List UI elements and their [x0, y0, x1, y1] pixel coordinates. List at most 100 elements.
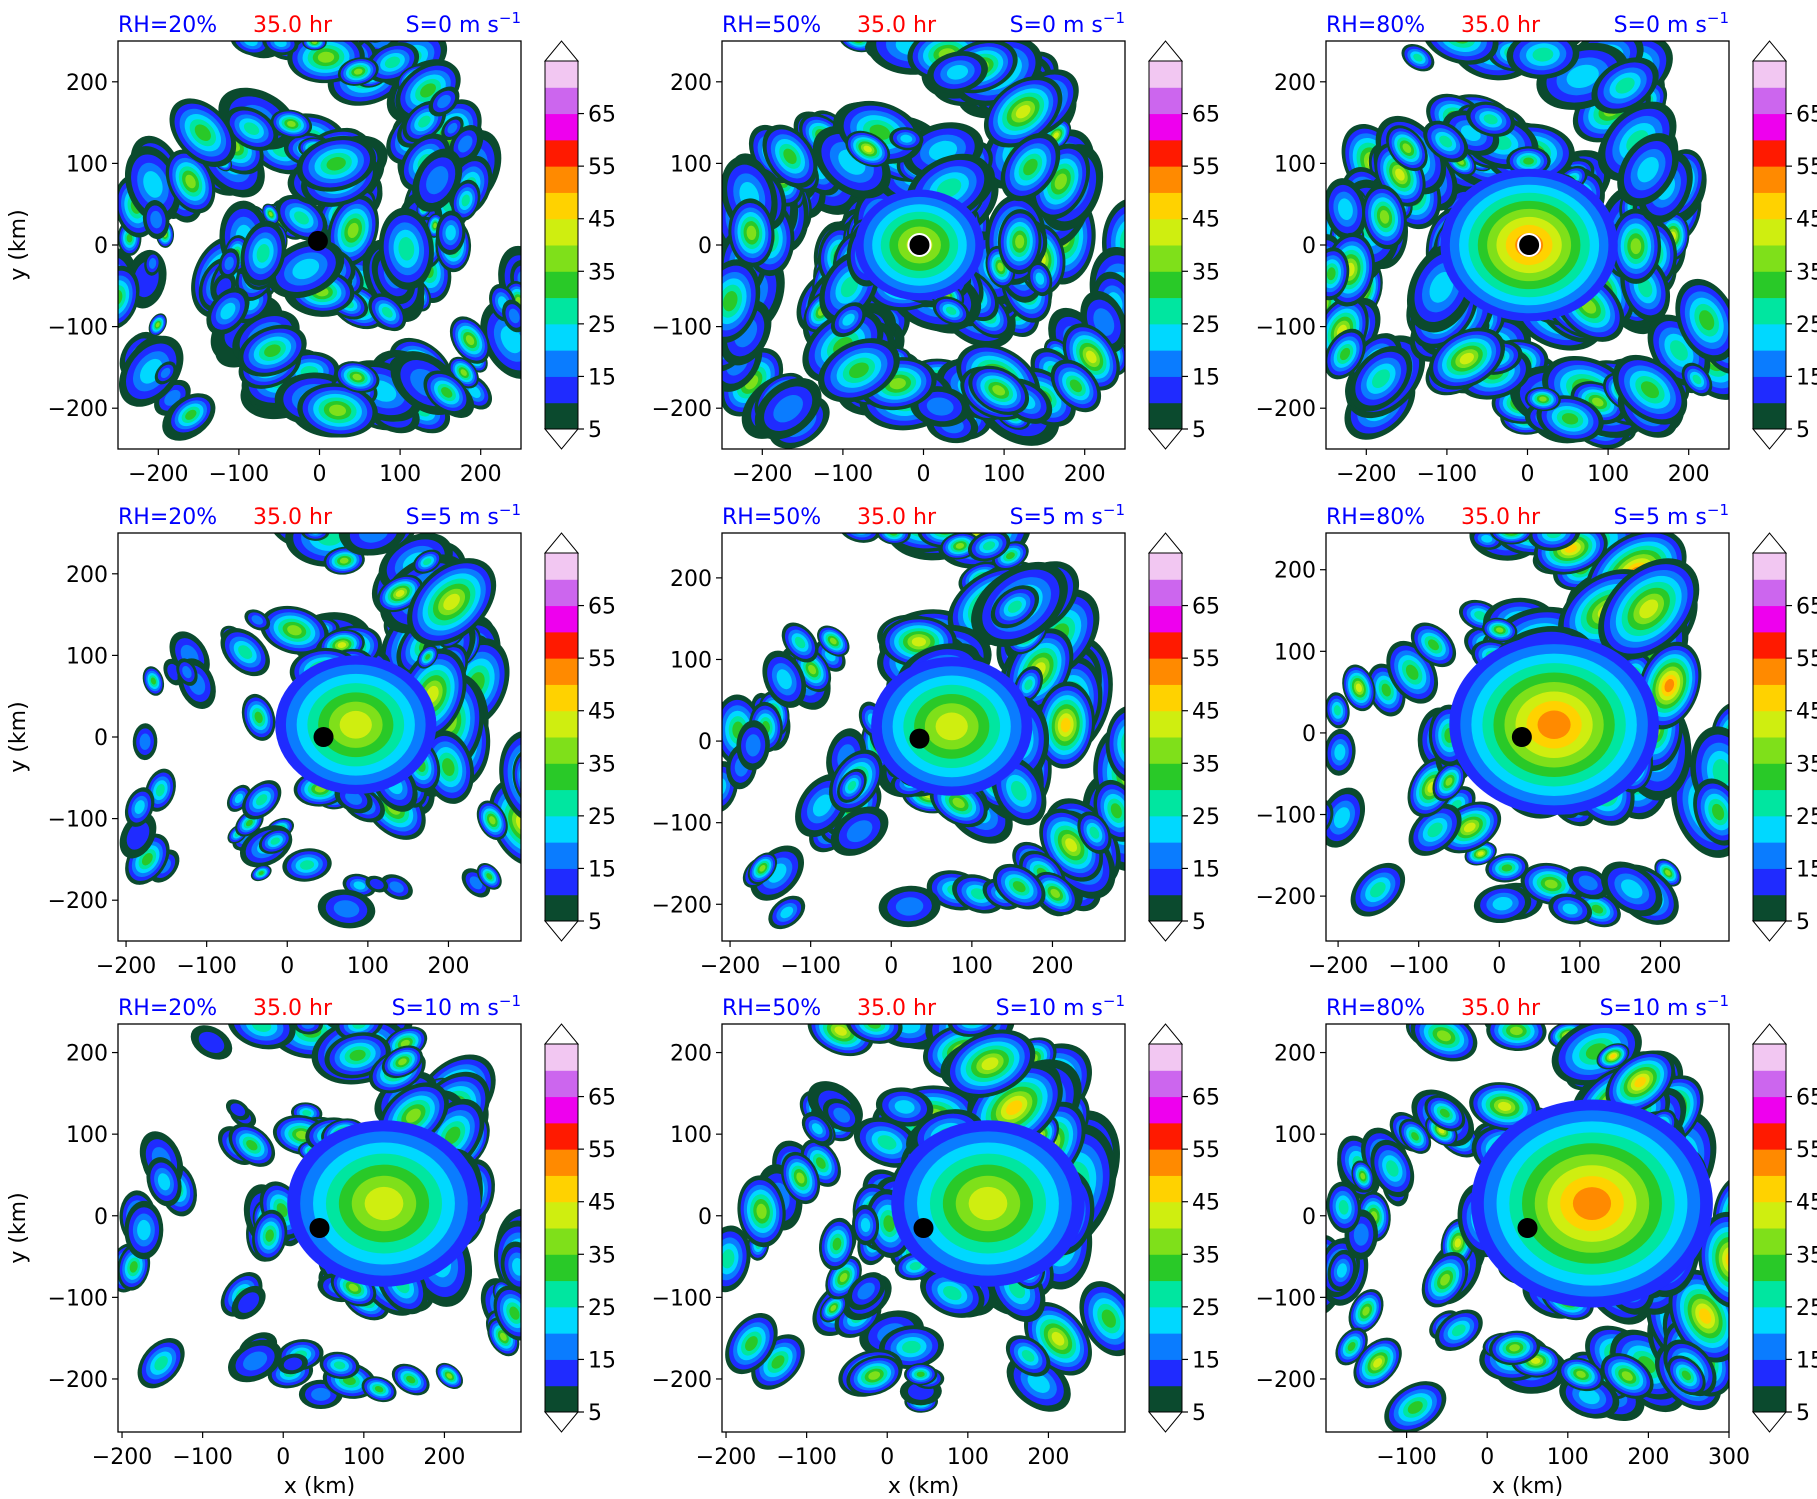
y-tick-label: −200 — [652, 397, 712, 422]
reflectivity-cell — [294, 211, 309, 225]
reflectivity-cell — [118, 285, 126, 311]
reflectivity-cell — [783, 148, 797, 165]
colorbar-tick-label: 5 — [588, 418, 602, 443]
reflectivity-cell — [160, 367, 171, 379]
reflectivity-cell — [317, 51, 335, 63]
shear-label: S=0 m s−1 — [406, 9, 521, 38]
colorbar-tick-label: 5 — [1192, 418, 1206, 443]
reflectivity-cell — [1536, 41, 1569, 42]
colorbar-segment — [545, 350, 578, 377]
reflectivity-cell — [239, 41, 263, 50]
reflectivity-cell — [508, 308, 520, 324]
reflectivity-cell — [936, 178, 962, 199]
reflectivity-cell — [381, 306, 393, 318]
reflectivity-cell — [1395, 168, 1405, 181]
colorbar-segment — [545, 297, 578, 325]
reflectivity-cell — [398, 237, 415, 261]
reflectivity-cell — [1015, 105, 1031, 119]
reflectivity-cell — [329, 404, 347, 417]
reflectivity-cell — [1540, 22, 1565, 40]
reflectivity-cell — [997, 262, 1004, 272]
shear-text: S=0 m s — [406, 13, 499, 38]
storm-center-marker — [909, 235, 930, 255]
reflectivity-cell — [1339, 347, 1351, 361]
reflectivity-cell — [155, 322, 160, 328]
x-tick-label: 100 — [379, 462, 421, 487]
reflectivity-cell — [352, 373, 362, 381]
reflectivity-cell — [445, 224, 456, 241]
reflectivity-cell — [243, 122, 260, 136]
colorbar-segment — [1149, 139, 1182, 167]
reflectivity-cell — [458, 135, 473, 153]
colorbar-tick-label: 35 — [588, 260, 616, 285]
colorbar-tick-label: 25 — [1192, 313, 1220, 338]
colorbar-segment — [545, 192, 578, 220]
reflectivity-cell — [224, 256, 234, 270]
x-tick-label: 0 — [313, 462, 327, 487]
colorbar-segment — [1149, 402, 1182, 430]
reflectivity-cell — [353, 68, 363, 75]
colorbar-tick-label: 45 — [1192, 208, 1220, 233]
colorbar-tick-label: 65 — [1192, 103, 1220, 128]
colorbar-segment — [545, 61, 578, 88]
reflectivity-cell — [946, 64, 969, 80]
reflectivity-cell — [1545, 25, 1560, 36]
reflectivity-cell — [1035, 272, 1045, 285]
x-tick-label: 200 — [460, 462, 502, 487]
shear-label: S=0 m s−1 — [1010, 9, 1125, 38]
colorbar-segment — [1149, 245, 1182, 272]
reflectivity-cell — [900, 134, 913, 143]
x-tick-label: −200 — [732, 462, 792, 487]
reflectivity-field — [1326, 22, 1729, 449]
reflectivity-cell — [292, 258, 320, 280]
rh-label: RH=20% — [118, 13, 217, 38]
colorbar-tick-label: 15 — [588, 365, 616, 390]
reflectivity-cell — [1053, 132, 1059, 139]
colorbar-extend-top — [543, 40, 580, 62]
reflectivity-cell — [256, 244, 270, 263]
reflectivity-cell — [368, 27, 387, 42]
reflectivity-cell — [1085, 350, 1097, 364]
reflectivity-cell — [842, 313, 855, 326]
reflectivity-cell — [722, 291, 738, 312]
colorbar-tick-label: 25 — [588, 313, 616, 338]
colorbar-tick-label: 55 — [588, 155, 616, 180]
reflectivity-cell — [420, 83, 436, 98]
reflectivity-cell — [118, 289, 123, 306]
colorbar-tick-label: 15 — [1192, 365, 1220, 390]
reflectivity-cell — [447, 122, 458, 134]
reflectivity-cell — [441, 387, 453, 398]
reflectivity-cell — [1069, 379, 1082, 393]
y-tick-label: −100 — [48, 316, 108, 341]
reflectivity-cell — [863, 145, 872, 153]
colorbar-segment — [1149, 376, 1182, 404]
colorbar-segment — [1149, 271, 1182, 299]
reflectivity-cell — [1015, 234, 1025, 249]
reflectivity-cell — [849, 362, 869, 379]
reflectivity-cell — [126, 233, 133, 243]
y-tick-label: 100 — [66, 152, 108, 177]
reflectivity-cell — [1445, 41, 1476, 48]
colorbar-segment — [545, 402, 578, 430]
reflectivity-cell — [465, 335, 475, 346]
reflectivity-cell — [326, 157, 346, 171]
reflectivity-cell — [185, 409, 197, 420]
colorbar-segment — [1149, 350, 1182, 377]
colorbar-tick-label: 65 — [588, 103, 616, 128]
reflectivity-cell — [101, 278, 117, 298]
colorbar-segment — [545, 245, 578, 272]
reflectivity-cell — [426, 166, 449, 195]
reflectivity-cell — [1124, 231, 1125, 254]
colorbar-segment — [1149, 113, 1182, 141]
reflectivity-cell — [433, 223, 437, 229]
reflectivity-cell — [347, 222, 359, 239]
shear-exponent: −1 — [1103, 9, 1125, 27]
colorbar-segment — [545, 139, 578, 167]
shear-text: S=0 m s — [1010, 13, 1103, 38]
reflectivity-field — [722, 41, 1125, 449]
reflectivity-cell — [840, 276, 859, 298]
colorbar-tick-label: 55 — [1192, 155, 1220, 180]
reflectivity-cell — [460, 369, 467, 376]
reflectivity-field — [101, 27, 521, 449]
